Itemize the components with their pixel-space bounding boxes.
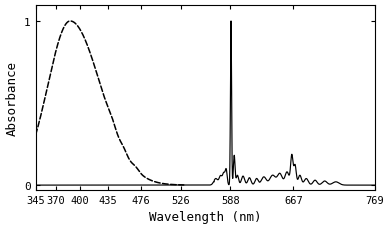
Y-axis label: Absorbance: Absorbance [5, 60, 19, 135]
X-axis label: Wavelength (nm): Wavelength (nm) [149, 210, 262, 224]
